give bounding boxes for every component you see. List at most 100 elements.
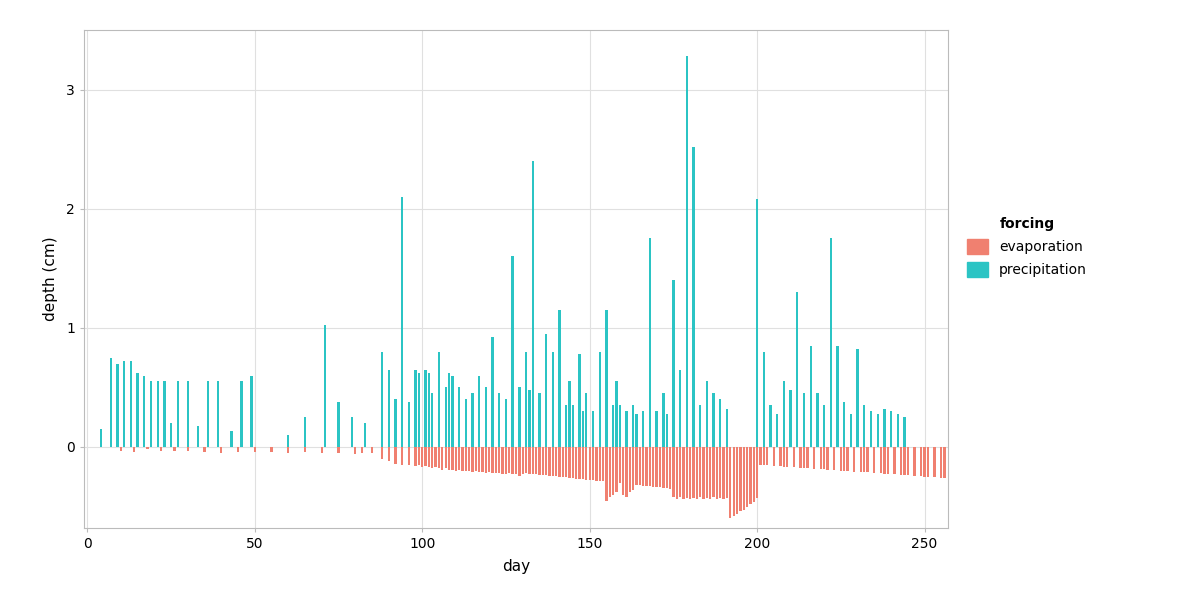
Bar [511,447,514,475]
Bar [632,405,635,447]
Bar [685,56,688,447]
Bar [685,447,688,498]
Bar [700,447,701,497]
Bar [569,382,571,447]
Bar [646,447,648,486]
Bar [524,447,527,473]
Bar [361,447,364,453]
Bar [625,411,628,447]
Bar [434,447,437,467]
Bar [836,346,839,447]
Bar [616,382,618,447]
Bar [796,292,798,447]
Bar [666,447,668,488]
Bar [679,370,682,447]
Bar [756,447,758,498]
Bar [364,423,366,447]
Bar [287,447,289,453]
Bar [425,447,427,466]
Bar [539,447,541,475]
Bar [763,447,764,465]
Bar [595,447,598,481]
Bar [844,447,845,471]
Bar [408,447,410,465]
Bar [605,447,607,500]
Bar [672,280,674,447]
Bar [857,349,859,447]
Bar [395,400,397,447]
Bar [635,447,637,485]
Bar [776,413,779,447]
Bar [887,447,889,474]
Bar [619,405,620,447]
Bar [220,447,222,453]
Bar [320,447,323,453]
Bar [863,405,865,447]
Bar [582,447,584,479]
Bar [203,447,205,452]
Bar [760,447,762,465]
Bar [491,337,493,447]
Bar [592,447,594,481]
Bar [464,447,467,471]
Bar [251,376,253,447]
Bar [458,388,461,447]
Bar [304,447,306,452]
Bar [803,447,805,468]
Bar [133,447,136,452]
Bar [380,447,383,459]
Bar [749,447,751,504]
Bar [893,447,895,475]
Bar [532,447,534,474]
Bar [442,447,444,470]
Bar [455,447,457,471]
X-axis label: day: day [502,559,530,574]
Bar [371,447,373,453]
Bar [883,409,886,447]
Bar [844,402,845,447]
Bar [926,447,929,477]
Bar [176,382,179,447]
Bar [414,370,416,447]
Bar [578,447,581,479]
Bar [823,405,826,447]
Bar [552,447,554,476]
Bar [616,447,618,492]
Bar [612,447,614,494]
Bar [522,447,524,475]
Bar [883,447,886,473]
Bar [565,447,568,478]
Bar [642,447,644,486]
Bar [829,238,832,447]
Bar [629,447,631,492]
Bar [388,370,390,447]
Bar [528,390,530,447]
Bar [337,402,340,447]
Bar [769,405,772,447]
Bar [451,376,454,447]
Bar [116,364,119,447]
Bar [588,447,590,480]
Bar [431,394,433,447]
Bar [187,382,188,447]
Bar [472,447,474,472]
Bar [863,447,865,472]
Bar [481,447,484,472]
Bar [535,447,538,474]
Bar [782,382,785,447]
Bar [642,411,644,447]
Bar [287,435,289,447]
Bar [100,429,102,447]
Bar [752,447,755,502]
Bar [524,352,527,447]
Bar [485,447,487,473]
Bar [786,447,788,467]
Bar [773,447,775,466]
Bar [498,447,500,473]
Bar [548,447,551,476]
Bar [491,447,493,473]
Bar [461,447,463,471]
Bar [511,256,514,447]
Bar [143,376,145,447]
Bar [696,447,698,499]
